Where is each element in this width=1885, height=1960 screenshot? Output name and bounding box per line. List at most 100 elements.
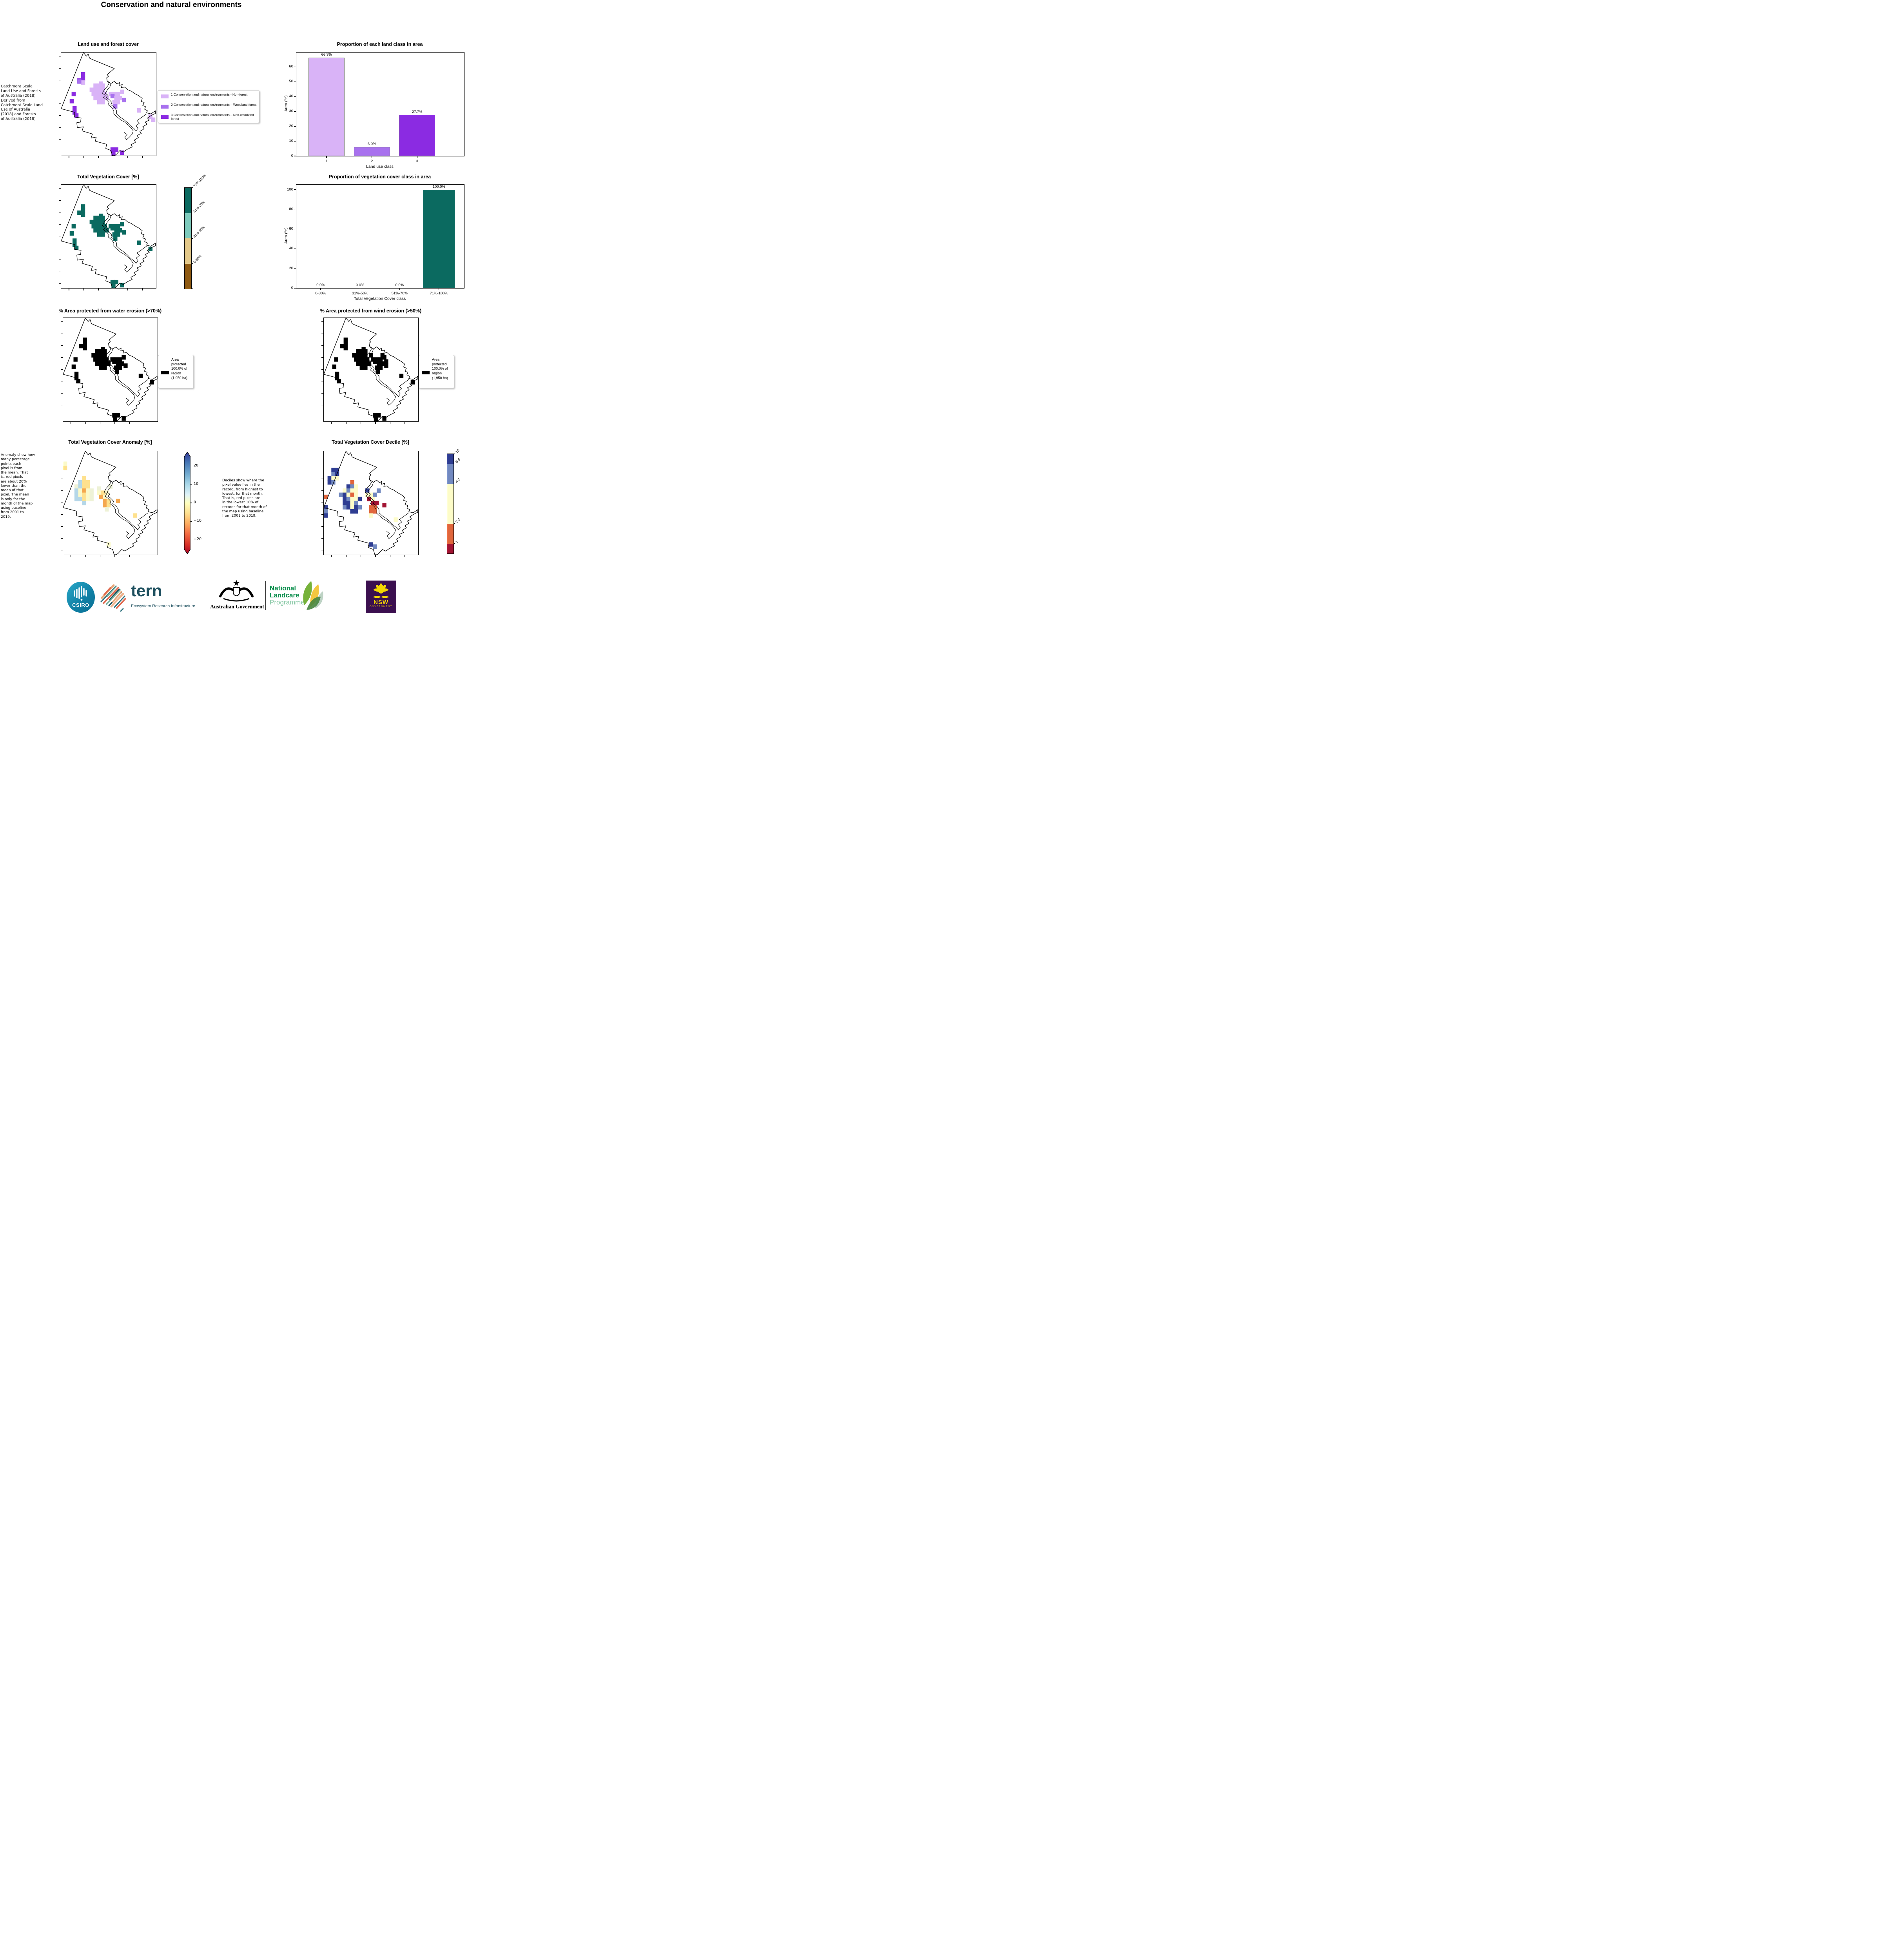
colorbar-segment: [447, 484, 454, 524]
colorbar-segment: [447, 543, 454, 554]
anomaly-colorbar-gradient: [184, 452, 190, 554]
y-tick-label: 50: [289, 79, 293, 84]
water-erosion-legend: Area protected 100.0% of region (1,950 h…: [158, 355, 194, 388]
x-tick-label: 51%-70%: [391, 291, 408, 296]
map-axis-tick: [375, 422, 376, 424]
map-axis-tick: [85, 422, 86, 424]
tern-australia-icon: [99, 579, 131, 614]
map-axis-tick: [127, 156, 128, 158]
y-tick-label: 10: [289, 139, 293, 143]
water-erosion-legend-swatch: [161, 371, 169, 374]
map-axis-tick: [114, 422, 115, 424]
veg-class-chart-ylabel: Area (%): [284, 227, 288, 244]
colorbar-label: 31%-50%: [192, 225, 206, 238]
map-axis-tick: [331, 422, 332, 424]
x-tick-label: 1: [325, 159, 328, 163]
map-axis-tick: [331, 555, 332, 557]
anomaly-colorbar: 20 10 0 −10 −20: [184, 452, 208, 554]
map-axis-tick: [59, 127, 61, 128]
map-axis-tick: [321, 490, 323, 491]
colorbar-tick-label: 0: [194, 500, 196, 505]
colorbar-segment: [185, 238, 191, 264]
colorbar-tick-label: 10: [194, 481, 199, 486]
map-axis-tick: [61, 490, 63, 491]
report-page: Conservation and natural environments La…: [0, 0, 471, 626]
bar-value-label: 66.3%: [321, 52, 332, 57]
australian-government-label: Australian Government: [210, 604, 264, 610]
colorbar-tick-label: −10: [194, 519, 202, 523]
map-axis-tick: [129, 422, 130, 424]
colorbar-label: 71%-100%: [192, 173, 207, 188]
veg-class-chart-xlabel: Total Vegetation Cover class: [354, 296, 406, 301]
veg-class-chart-title: Proportion of vegetation cover class in …: [328, 174, 431, 180]
nlp-leaves-icon: [299, 579, 324, 612]
map-axis-tick: [59, 103, 61, 104]
water-erosion-legend-label: Area protected 100.0% of region (1,950 h…: [171, 358, 188, 380]
y-tick: [294, 268, 296, 269]
wind-erosion-map-title: % Area protected from wind erosion (>50%…: [320, 308, 422, 314]
veg-cover-map-title: Total Vegetation Cover [%]: [77, 174, 139, 180]
y-tick-label: 0: [291, 286, 293, 290]
x-tick-label: 0-30%: [315, 291, 326, 296]
colorbar-label: 2-3: [454, 517, 461, 524]
land-use-legend: 1 Conservation and natural environments …: [158, 90, 259, 123]
map-axis-tick: [61, 514, 63, 515]
decile-map-title: Total Vegetation Cover Decile [%]: [332, 439, 409, 445]
colorbar-segment: [447, 454, 454, 464]
nsw-waratah-icon: [373, 583, 389, 598]
bar: [423, 189, 455, 288]
legend-item-label: 2 Conservation and natural environments …: [171, 103, 257, 107]
map-axis-tick: [321, 321, 323, 322]
legend-swatch: [161, 115, 169, 119]
land-class-bar-chart: 0 10 20 30 40 50 60 1 66.3% 2 6.0% 3 27.7%: [289, 52, 464, 163]
veg-class-bar-chart: 0 20 40 60 80 100 0-30% 0.0% 31%-50% 0.0% 51%-70% 0…: [287, 184, 464, 296]
wind-erosion-map: [321, 318, 419, 424]
map-axis-tick: [61, 321, 63, 322]
veg-cover-map: [59, 184, 156, 290]
colorbar-segment: [185, 263, 191, 289]
wind-erosion-legend-swatch: [422, 371, 430, 374]
y-tick-label: 0: [291, 154, 293, 158]
map-axis-tick: [321, 514, 323, 515]
map-axis-tick: [142, 156, 143, 158]
map-axis-tick: [346, 422, 347, 424]
x-tick-label: 71%-100%: [430, 291, 448, 296]
x-tick: [320, 288, 321, 290]
tern-logo-label: tern: [131, 581, 162, 600]
map-axis-tick: [59, 200, 61, 201]
nsw-logo-label: NSW: [374, 599, 388, 606]
y-tick-label: 80: [289, 207, 293, 211]
map-axis-tick: [127, 289, 128, 290]
colorbar-segment: [447, 464, 454, 484]
logo-divider: [265, 581, 266, 610]
colorbar-label: 8-9: [454, 457, 461, 464]
bar: [308, 57, 345, 156]
anomaly-map-title: Total Vegetation Cover Anomaly [%]: [68, 439, 152, 445]
y-tick: [294, 126, 296, 127]
map-axis-tick: [59, 283, 61, 284]
nsw-government-logo: NSW GOVERNMENT: [366, 581, 396, 613]
map-axis-tick: [375, 555, 376, 557]
colorbar-tick-label: 20: [194, 463, 199, 468]
x-tick-label: 3: [416, 159, 418, 163]
land-class-chart-ylabel: Area (%): [284, 95, 288, 112]
bar-value-label: 0.0%: [316, 283, 325, 287]
y-tick-label: 20: [289, 124, 293, 129]
anomaly-note: Anomaly show how many percetage points e…: [1, 453, 35, 519]
nlp-label-line2: Landcare: [270, 592, 299, 599]
colorbar-tick: [191, 263, 193, 264]
tern-logo-subtitle: Ecosystem Research Infrastructure: [131, 604, 195, 608]
csiro-soundwave-icon: [74, 586, 87, 599]
bar-value-label: 6.0%: [367, 142, 376, 147]
anomaly-map: [61, 451, 158, 557]
bar-value-label: 0.0%: [356, 283, 365, 287]
colorbar-tick: [190, 484, 192, 485]
land-use-map: [59, 52, 156, 158]
y-tick: [294, 96, 296, 97]
decile-colorbar: 10 8-9 4-7 2-3 1: [447, 448, 461, 554]
y-tick-label: 20: [289, 266, 293, 270]
map-axis-tick: [59, 188, 61, 189]
colorbar-label: 51%-70%: [192, 200, 206, 213]
colorbar-tick: [190, 521, 192, 522]
colorbar-segment: [447, 523, 454, 544]
